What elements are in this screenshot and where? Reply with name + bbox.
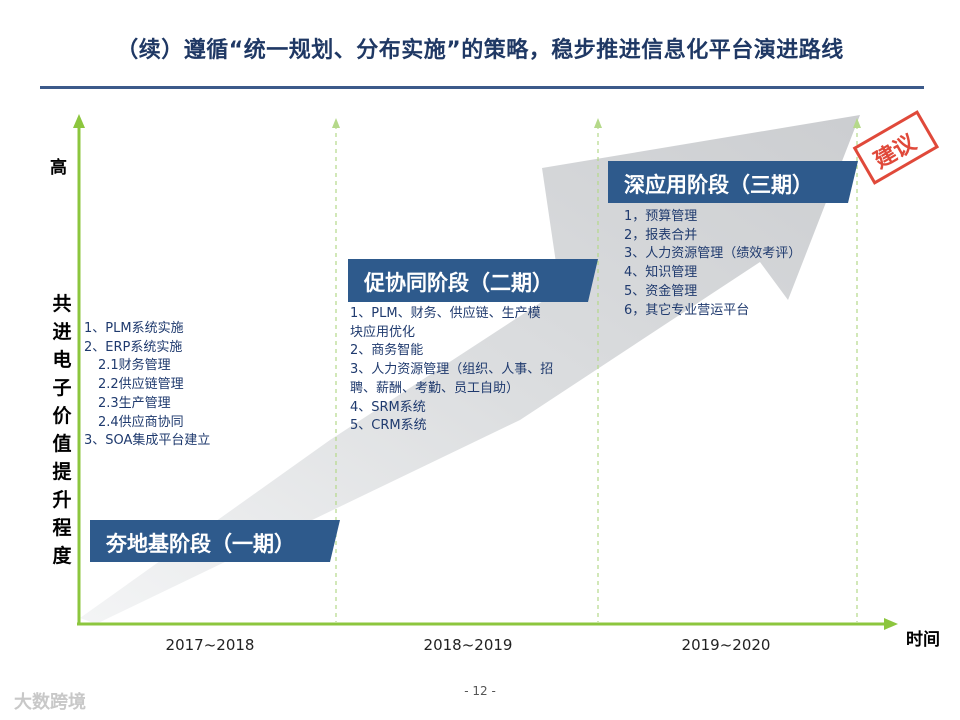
stage-banner-2 bbox=[348, 259, 598, 302]
list-item: 2、商务智能 bbox=[350, 343, 424, 359]
list-item: 5、CRM系统 bbox=[350, 418, 427, 434]
list-item: 3、人力资源管理（绩效考评） bbox=[624, 246, 802, 262]
period-label-1: 2017~2018 bbox=[165, 636, 255, 654]
list-item: 2.3生产管理 bbox=[98, 395, 171, 411]
stage-banner-3 bbox=[608, 161, 858, 203]
list-item: 1、PLM、财务、供应链、生产模 bbox=[350, 306, 541, 321]
list-item: 2.2供应链管理 bbox=[98, 377, 184, 393]
y-axis-top-label: 高 bbox=[50, 158, 67, 178]
title-divider bbox=[40, 86, 924, 89]
y-axis-label: 共进电子价值提升程度 bbox=[52, 293, 72, 567]
x-axis-label: 时间 bbox=[906, 630, 940, 650]
list-item: 5、资金管理 bbox=[624, 283, 698, 299]
list-item: 2、ERP系统实施 bbox=[84, 339, 183, 355]
list-item: 聘、薪酬、考勤、员工自助） bbox=[350, 380, 520, 396]
list-item: 6，其它专业营运平台 bbox=[624, 302, 750, 318]
list-item: 4、SRM系统 bbox=[350, 399, 426, 415]
stage-3-items: 1，预算管理 2，报表合并 3、人力资源管理（绩效考评） 4、知识管理 5、资金… bbox=[624, 208, 801, 320]
list-item: 2.4供应商协同 bbox=[98, 414, 184, 430]
list-item: 3、SOA集成平台建立 bbox=[84, 433, 211, 449]
stage-title-1: 夯地基阶段（一期） bbox=[106, 532, 295, 556]
list-item: 块应用优化 bbox=[350, 324, 416, 340]
page-title: （续）遵循“统一规划、分布实施”的策略，稳步推进信息化平台演进路线 bbox=[116, 38, 844, 63]
list-item: 2，报表合并 bbox=[624, 227, 698, 243]
watermark: 大数跨境 bbox=[14, 692, 86, 713]
suggestion-stamp bbox=[852, 110, 940, 185]
list-item: 2.1财务管理 bbox=[98, 358, 171, 374]
list-item: 1，预算管理 bbox=[624, 209, 698, 224]
page-number: - 12 - bbox=[464, 684, 496, 698]
growth-arrow bbox=[80, 115, 860, 624]
period-label-2: 2018~2019 bbox=[423, 636, 513, 654]
period-label-3: 2019~2020 bbox=[681, 636, 771, 654]
list-item: 3、人力资源管理（组织、人事、招 bbox=[350, 362, 554, 378]
stage-banner-1 bbox=[90, 520, 340, 562]
list-item: 4、知识管理 bbox=[624, 265, 698, 281]
stage-title-3: 深应用阶段（三期） bbox=[624, 173, 813, 197]
stage-title-2: 促协同阶段（二期） bbox=[364, 271, 553, 295]
stage-1-items: 1、PLM系统实施 2、ERP系统实施 2.1财务管理 2.2供应链管理 2.3… bbox=[84, 320, 210, 451]
list-item: 1、PLM系统实施 bbox=[84, 321, 184, 336]
stage-2-items: 1、PLM、财务、供应链、生产模 块应用优化 2、商务智能 3、人力资源管理（组… bbox=[350, 305, 553, 436]
